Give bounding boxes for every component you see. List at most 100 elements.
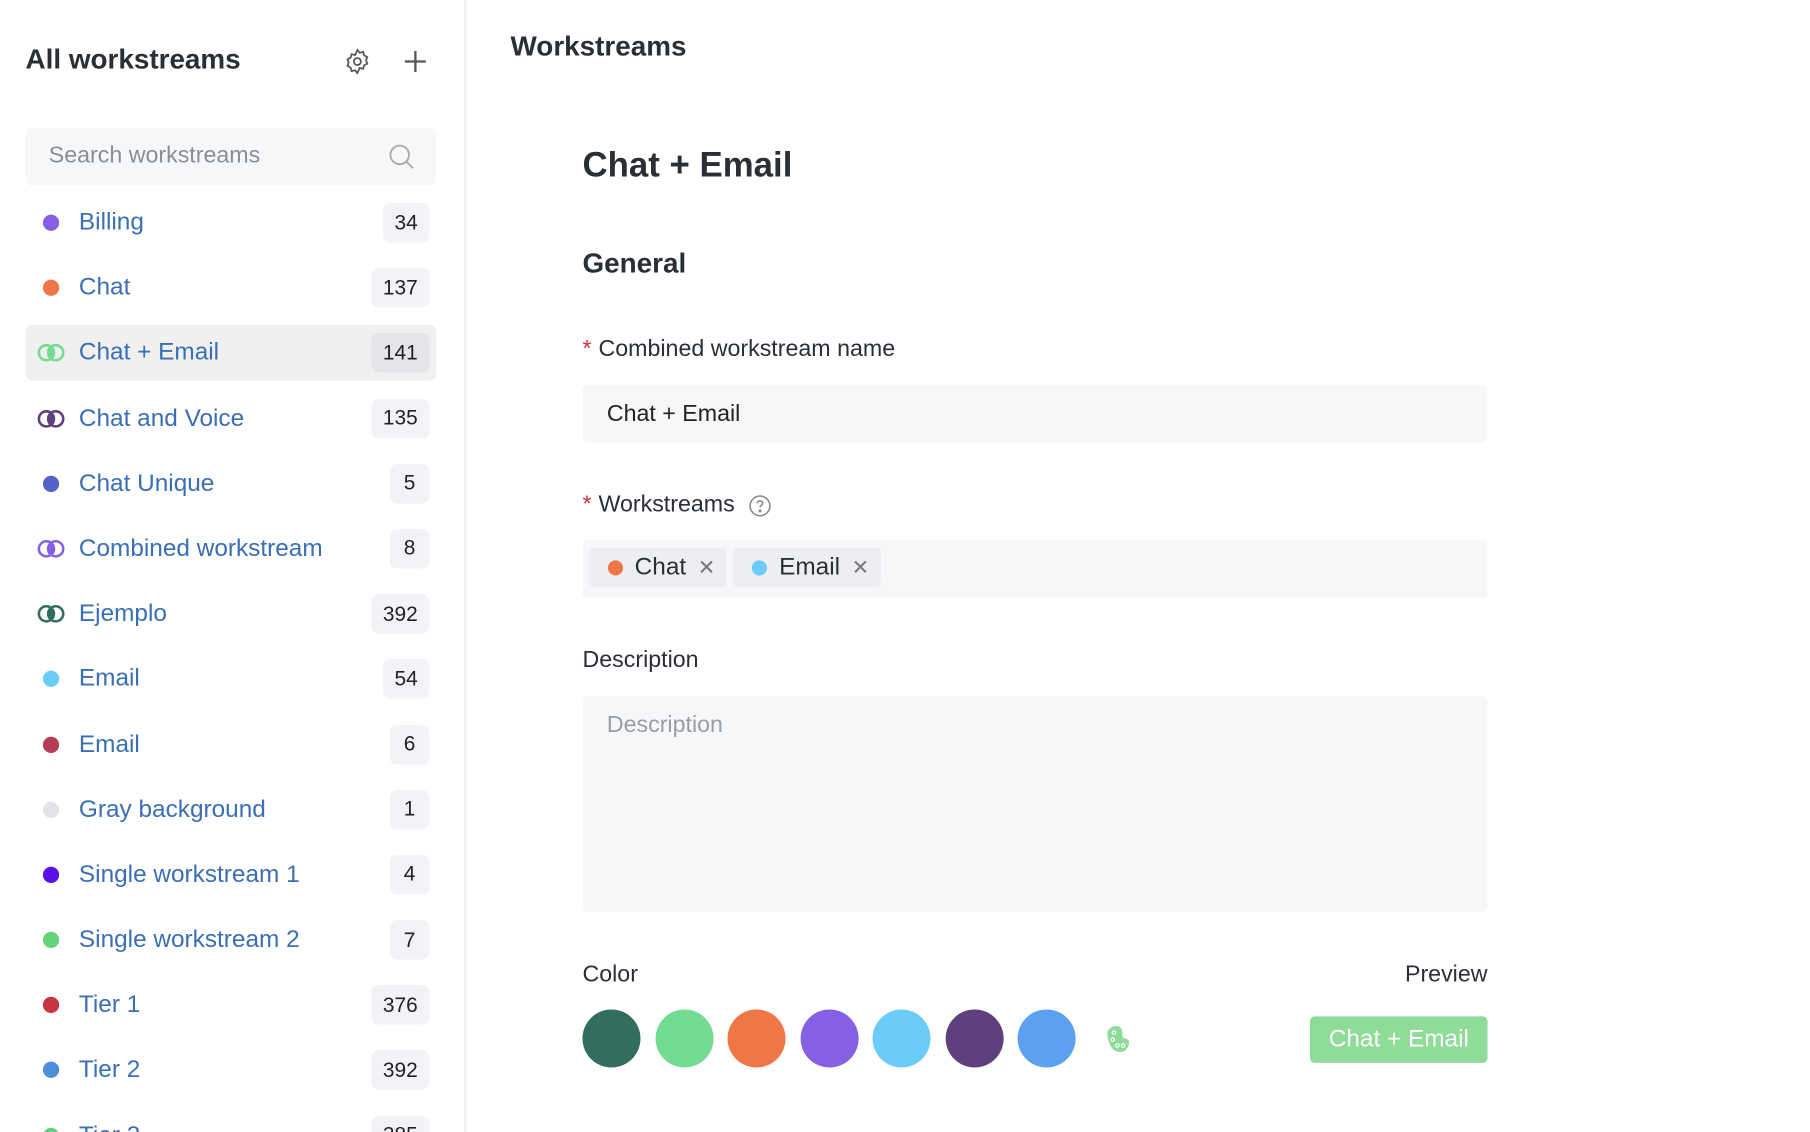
settings-button[interactable] [342, 46, 372, 76]
remove-tag-icon[interactable]: ✕ [851, 555, 870, 579]
color-dot-icon [42, 214, 60, 231]
workstream-tag: Chat ✕ [589, 547, 727, 588]
workstream-item[interactable]: Tier 2 392 [26, 1042, 437, 1098]
color-dot-icon [42, 279, 60, 297]
tag-label: Email [779, 553, 841, 581]
form-heading: Chat + Email [582, 146, 793, 185]
color-dot-icon [42, 931, 60, 949]
combined-workstream-icon [37, 605, 65, 624]
workstream-count: 4 [389, 854, 430, 895]
color-dot-icon [42, 866, 60, 883]
workstream-list: Billing 34 Chat 137 Chat + Email 141 Chat and … [25, 195, 437, 1132]
workstream-count: 34 [382, 203, 430, 243]
remove-tag-icon[interactable]: ✕ [697, 555, 716, 579]
workstream-count: 5 [389, 463, 430, 504]
tag-label: Chat [634, 553, 687, 581]
workstream-count: 141 [371, 333, 430, 373]
workstream-count: 54 [382, 659, 430, 699]
sidebar: All workstreams Billing 34 Chat 137 Chat + E… [0, 0, 467, 1132]
workstream-item[interactable]: Gray background 1 [26, 782, 437, 838]
search-icon[interactable] [388, 143, 416, 171]
color-dot-icon [42, 1062, 60, 1079]
color-swatch[interactable] [727, 1009, 786, 1068]
name-field [582, 385, 1488, 443]
color-swatch[interactable] [945, 1009, 1004, 1068]
add-workstream-button[interactable] [400, 46, 430, 76]
color-swatch[interactable] [654, 1009, 714, 1068]
workstream-item[interactable]: Single workstream 2 7 [26, 912, 437, 968]
name-label: * Combined workstream name [582, 336, 895, 363]
help-icon[interactable] [749, 494, 772, 517]
preview-label: Preview [1404, 961, 1488, 988]
workstream-label: Chat [78, 274, 131, 301]
workstream-count: 385 [371, 1115, 430, 1132]
workstream-item[interactable]: Email 54 [26, 651, 437, 707]
color-dot-icon [42, 736, 60, 753]
plus-icon [404, 51, 426, 72]
workstreams-select[interactable]: Chat ✕ Email ✕ [582, 539, 1488, 598]
workstream-item[interactable]: Chat Unique 5 [26, 456, 437, 512]
required-marker: * [582, 336, 592, 363]
name-label-text: Combined workstream name [598, 336, 896, 363]
color-dot-icon [42, 801, 60, 818]
section-general: General [582, 248, 687, 280]
workstreams-label: * Workstreams [582, 492, 771, 519]
required-marker: * [582, 491, 592, 518]
color-label: Color [582, 961, 638, 988]
workstream-item[interactable]: Chat and Voice 135 [26, 391, 437, 447]
color-swatch[interactable] [582, 1009, 641, 1068]
color-dot-icon [42, 475, 60, 492]
combined-workstream-icon [37, 344, 65, 363]
workstream-label: Chat Unique [78, 469, 215, 497]
workstream-label: Ejemplo [78, 600, 167, 627]
main-panel: Workstreams Chat + Email General * Combin… [466, 0, 1810, 1132]
color-swatch[interactable] [800, 1009, 859, 1068]
workstream-item[interactable]: Combined workstream 8 [26, 521, 437, 577]
color-swatch[interactable] [1017, 1009, 1076, 1068]
color-swatches [582, 1009, 1148, 1068]
workstream-item[interactable]: Tier 1 376 [26, 977, 437, 1033]
workstream-item[interactable]: Chat + Email 141 [25, 325, 437, 382]
workstream-label: Email [78, 730, 140, 758]
workstream-tag: Email ✕ [733, 547, 881, 588]
workstream-item[interactable]: Tier 3 385 [26, 1108, 437, 1132]
workstream-count: 6 [389, 724, 430, 765]
search-input[interactable] [46, 141, 376, 171]
color-dot-icon [42, 996, 60, 1014]
description-input[interactable] [604, 710, 1468, 901]
color-dot-icon [42, 1127, 60, 1132]
workstream-label: Chat + Email [78, 339, 220, 366]
workstream-label: Single workstream 1 [78, 860, 300, 888]
workstream-label: Gray background [78, 795, 266, 823]
search-box [25, 127, 437, 186]
color-dot-icon [42, 671, 60, 688]
workstream-item[interactable]: Billing 34 [26, 195, 437, 251]
workstream-count: 7 [389, 920, 430, 960]
palette-icon[interactable] [1090, 1023, 1148, 1053]
gear-icon [346, 48, 369, 75]
workstream-label: Email [78, 665, 140, 692]
combined-workstream-icon [37, 539, 65, 558]
sidebar-title: All workstreams [25, 44, 241, 76]
workstream-item[interactable]: Ejemplo 392 [26, 586, 437, 642]
workstream-count: 8 [389, 529, 430, 569]
combined-workstream-icon [37, 409, 65, 428]
workstream-label: Tier 1 [78, 991, 141, 1018]
workstreams-label-text: Workstreams [598, 491, 735, 518]
workstream-label: Single workstream 2 [78, 925, 300, 953]
description-label: Description [582, 647, 699, 673]
workstream-label: Chat and Voice [78, 404, 245, 432]
workstream-label: Tier 2 [78, 1056, 141, 1084]
preview-badge: Chat + Email [1310, 1016, 1488, 1063]
workstream-item[interactable]: Single workstream 1 4 [26, 847, 437, 903]
color-dot-icon [607, 559, 624, 575]
name-input[interactable] [604, 400, 1468, 430]
description-field [582, 696, 1488, 912]
page-title: Workstreams [510, 31, 687, 63]
workstream-count: 392 [371, 1050, 430, 1091]
workstream-item[interactable]: Email 6 [26, 716, 437, 772]
workstream-count: 376 [371, 985, 430, 1025]
color-swatch[interactable] [872, 1009, 931, 1068]
workstream-count: 137 [371, 268, 430, 308]
workstream-item[interactable]: Chat 137 [26, 260, 437, 316]
